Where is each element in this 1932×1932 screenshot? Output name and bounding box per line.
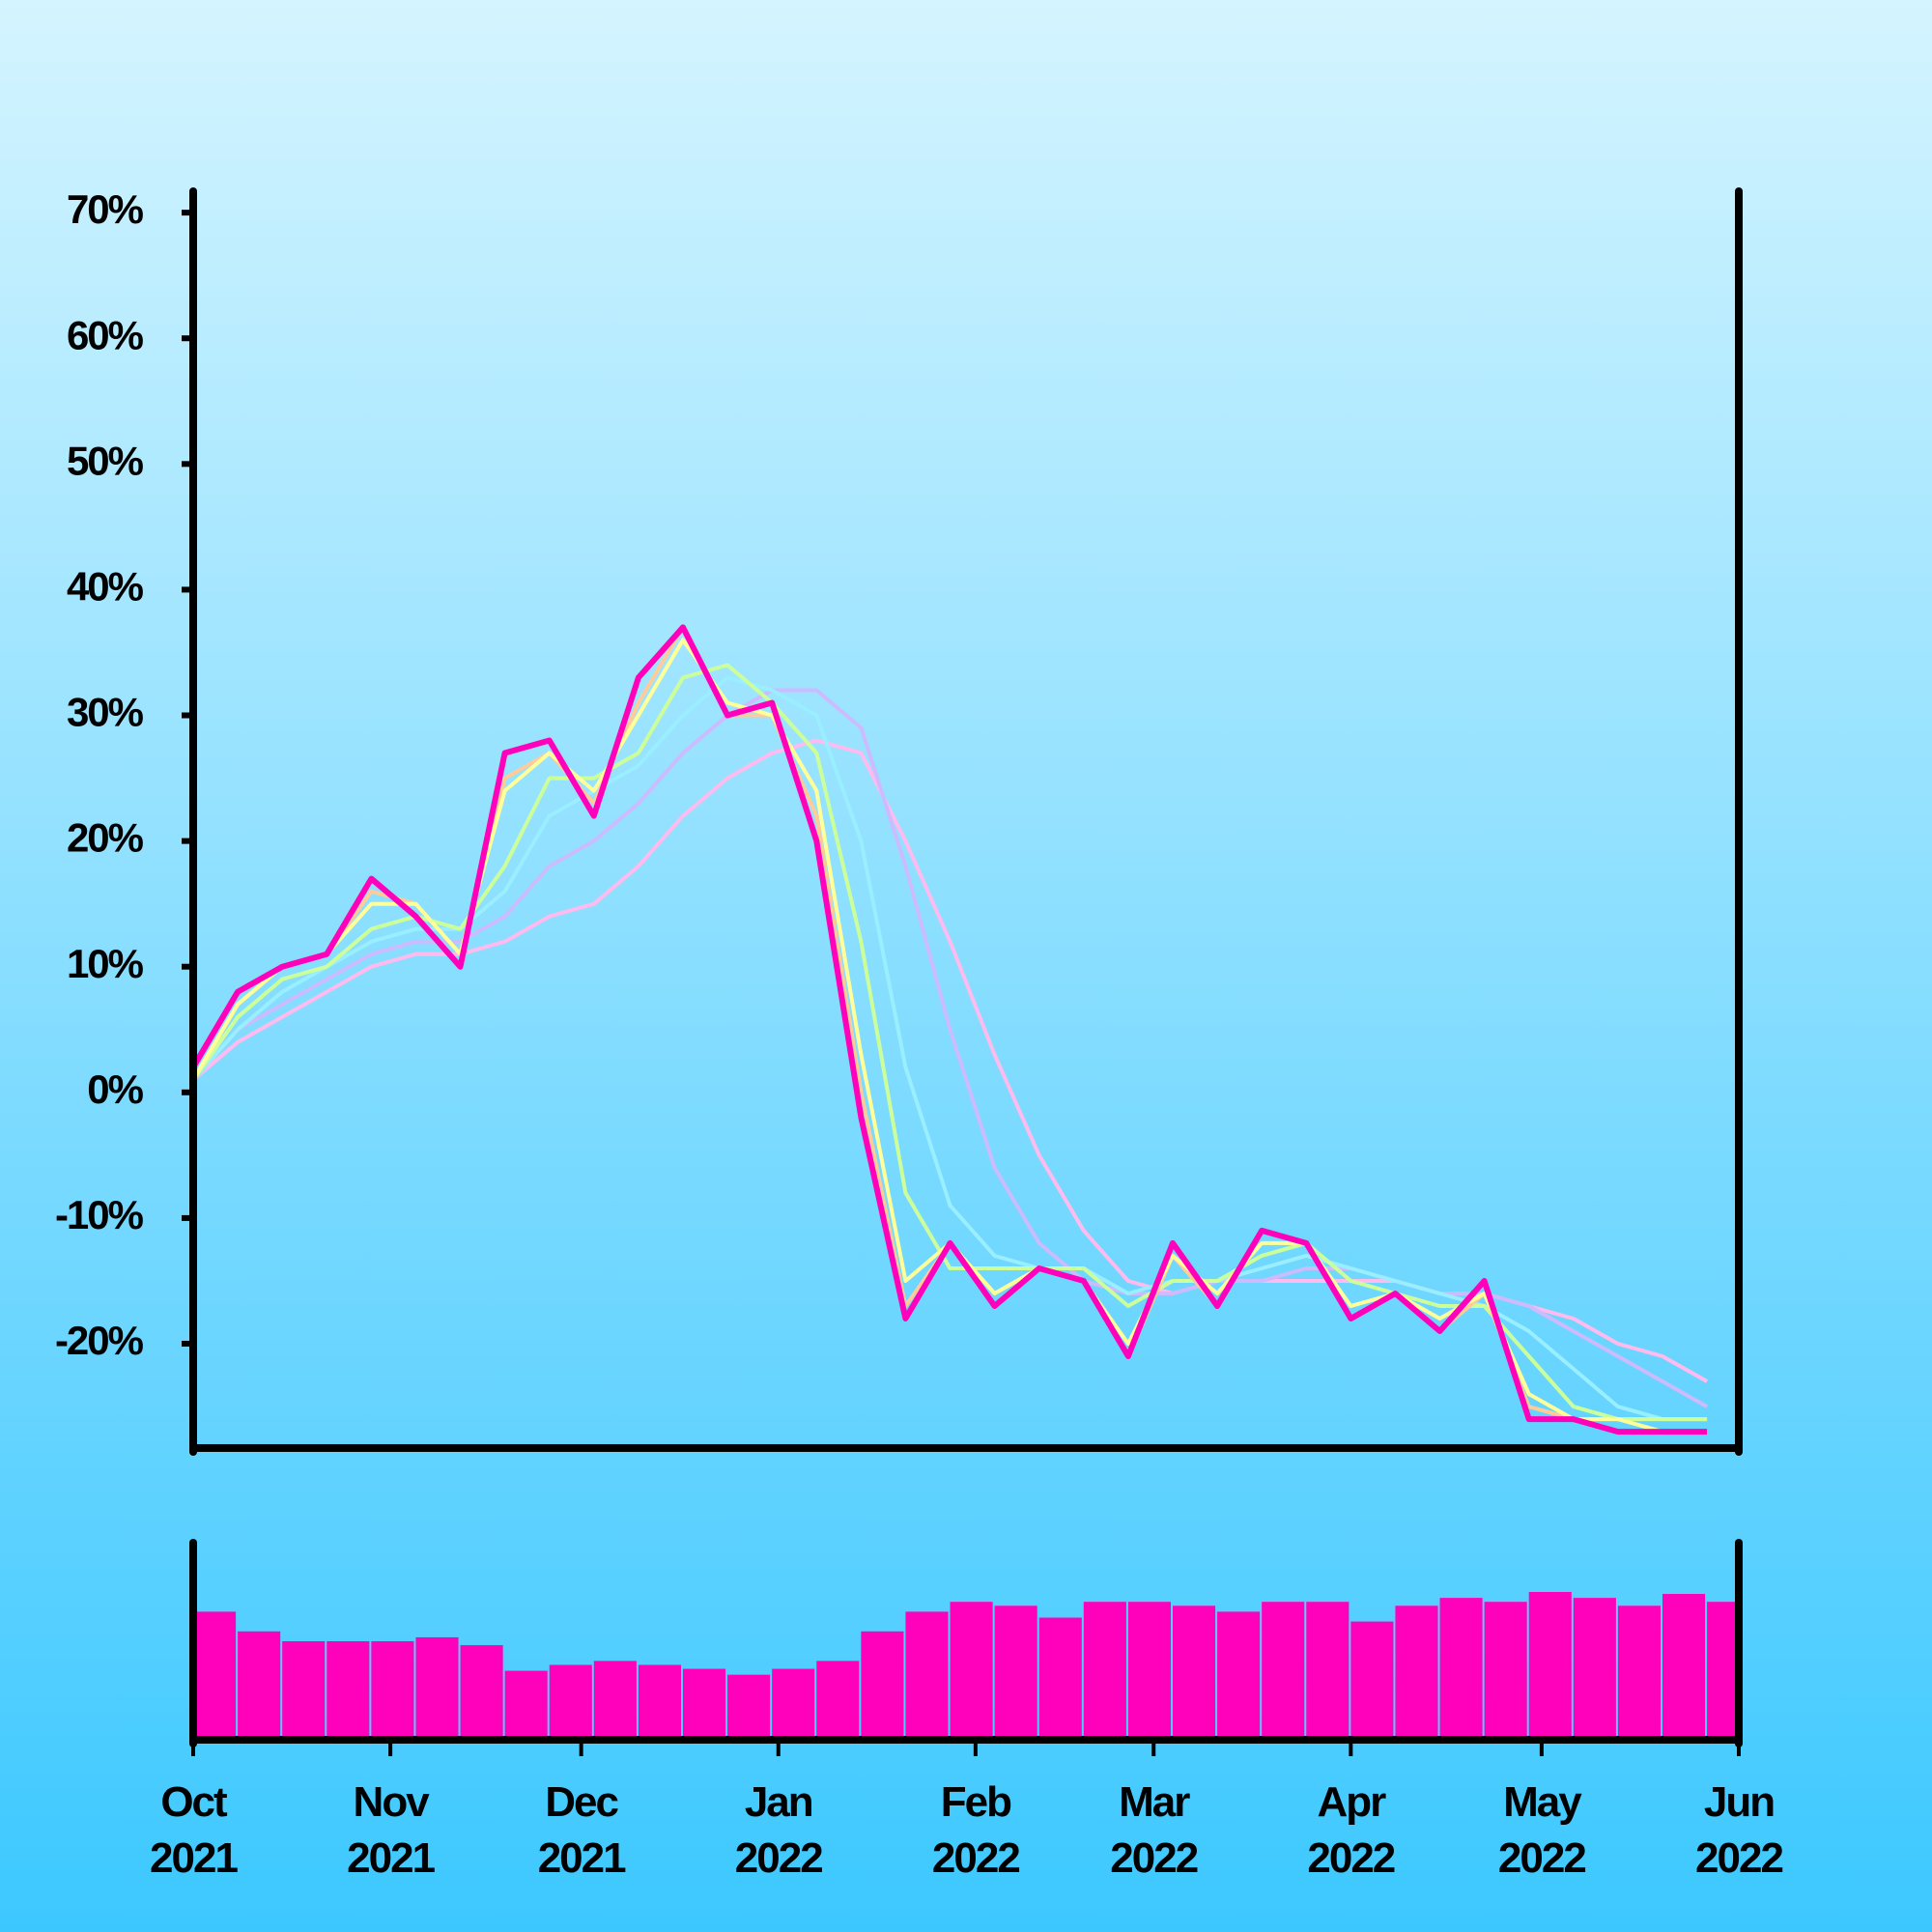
volume-bar [1662, 1594, 1706, 1740]
volume-bar [193, 1611, 237, 1740]
volume-bar [950, 1602, 993, 1740]
volume-bar [1617, 1605, 1661, 1740]
volume-bar [905, 1611, 949, 1740]
volume-bar [1395, 1605, 1438, 1740]
volume-bar [638, 1664, 681, 1740]
volume-bar [1217, 1611, 1261, 1740]
volume-bar [371, 1641, 414, 1740]
y-tick-label: 40% [67, 564, 144, 610]
y-tick-label: 70% [67, 186, 144, 232]
series-line [193, 675, 1708, 1422]
y-tick-label: -10% [55, 1192, 144, 1237]
volume-bar [1038, 1617, 1082, 1740]
volume-plot [193, 1592, 1739, 1740]
axes: -20% -10% 0% 10% 20% 30% 40% 50% 60% 70% [55, 186, 1743, 1756]
volume-bar [1262, 1602, 1305, 1740]
series-line [193, 624, 1708, 1435]
volume-bar [1083, 1602, 1126, 1740]
volume-bar [327, 1641, 370, 1740]
series-line [193, 663, 1708, 1422]
x-tick-label: Feb 2022 [931, 1778, 1021, 1882]
x-tick-label: Jan 2022 [734, 1778, 824, 1882]
volume-bar [504, 1670, 548, 1740]
x-tick-label: Dec 2021 [537, 1778, 627, 1882]
volume-bar [460, 1645, 503, 1740]
price-plot [193, 624, 1709, 1435]
y-tick-label: 50% [67, 438, 144, 483]
volume-bar [282, 1641, 326, 1740]
x-tick-label: Nov 2021 [347, 1778, 436, 1882]
volume-bar [1573, 1598, 1616, 1740]
x-tick-label: Apr 2022 [1307, 1778, 1396, 1882]
volume-bar [1707, 1602, 1739, 1740]
y-tick-label: 20% [67, 815, 144, 861]
volume-bar [994, 1605, 1037, 1740]
volume-bar [1528, 1592, 1572, 1740]
volume-bar [238, 1631, 281, 1740]
volume-bar [1306, 1602, 1350, 1740]
volume-bar [861, 1631, 904, 1740]
volume-bar [1350, 1621, 1394, 1740]
y-tick-label: 0% [87, 1066, 143, 1112]
volume-bar [772, 1668, 815, 1740]
x-tick-label: Oct 2021 [150, 1778, 239, 1882]
volume-bar [593, 1661, 637, 1740]
x-tick-label: Mar 2022 [1110, 1778, 1199, 1882]
volume-bar [1172, 1605, 1216, 1740]
volume-bar [549, 1664, 592, 1740]
series-line [193, 688, 1709, 1408]
volume-bar [415, 1636, 459, 1740]
volume-bar [682, 1668, 726, 1740]
y-tick-label: -20% [55, 1318, 144, 1363]
x-tick-label: Jun 2022 [1695, 1778, 1784, 1882]
y-tick-label: 60% [67, 312, 144, 357]
x-tick-label: May 2022 [1497, 1778, 1587, 1882]
volume-bar [727, 1674, 771, 1740]
y-tick-label: 10% [67, 941, 144, 986]
volume-bar [816, 1661, 860, 1740]
volume-bar [1484, 1602, 1527, 1740]
volume-bar [1127, 1602, 1171, 1740]
volume-bar [1439, 1598, 1483, 1740]
y-tick-label: 30% [67, 690, 144, 735]
